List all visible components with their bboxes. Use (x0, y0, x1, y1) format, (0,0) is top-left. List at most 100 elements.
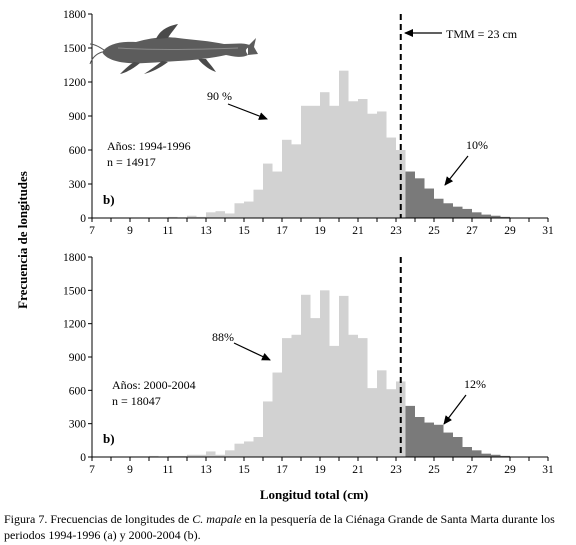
panel-b-x-tick-label: 19 (314, 464, 326, 476)
panel-a-above-percent: 10% (466, 138, 488, 152)
panel-a-bar (424, 188, 434, 218)
panel-b-n-label: n = 18047 (112, 394, 161, 408)
panel-b-bar (481, 453, 491, 457)
panel-a-bar (168, 216, 178, 218)
panel-b-x-ticks: 7 9 11 13 15 17 19 21 23 25 27 29 31 (89, 457, 554, 476)
panel-a-bar (253, 189, 263, 218)
panel-b-bar (234, 443, 244, 457)
panel-a-bar (339, 70, 349, 219)
panel-b-bar (177, 455, 187, 457)
panel-a-y-tick-label: 600 (69, 145, 87, 157)
panel-b-bar (272, 372, 282, 457)
panel-a-bar (358, 99, 368, 218)
panel-a-y-tick-label: 0 (80, 213, 86, 225)
panel-b-bar (320, 290, 330, 457)
panel-b-bar (282, 338, 292, 457)
panel-a-bar (405, 171, 415, 218)
panel-b-bar (253, 437, 263, 457)
panel-b-bar (348, 334, 358, 457)
panel-b-bar (377, 370, 387, 457)
panel-a-x-tick-label: 23 (390, 225, 402, 237)
panel-a-histogram: 0 300 600 900 1200 1500 1800 7 9 11 13 15 17 19 21 23 2… (63, 9, 554, 237)
panel-b-bar (462, 447, 472, 457)
panel-b-y-tick-label: 1800 (63, 252, 86, 264)
panel-a-y-tick-label: 1200 (63, 77, 86, 89)
panel-a-bars (168, 70, 510, 219)
panel-a-bar (491, 215, 501, 218)
panel-a-bar (377, 111, 387, 218)
panel-b-bar (472, 450, 482, 457)
panel-a-x-tick-label: 29 (504, 225, 516, 237)
panel-a-bar (320, 92, 330, 218)
panel-b-bar (187, 454, 197, 457)
panel-a-y-tick-label: 300 (69, 179, 87, 191)
panel-b-x-tick-label: 9 (127, 464, 133, 476)
panel-a-x-tick-label: 21 (352, 225, 364, 237)
panel-b-bar (405, 405, 415, 457)
panel-b-bar (301, 294, 311, 457)
panel-a-bar (310, 105, 320, 218)
panel-a-bar (282, 139, 292, 218)
panel-a-x-tick-label: 7 (89, 225, 95, 237)
panel-b-years-label: Años: 2000-2004 (112, 378, 196, 392)
panel-a-bar (244, 201, 254, 218)
panel-a-bar (462, 208, 472, 218)
panel-b-y-ticks: 0 300 600 900 1200 1500 1800 (63, 252, 92, 464)
panel-b-bar (491, 454, 501, 457)
panel-a-x-tick-label: 13 (200, 225, 212, 237)
panel-a-y-tick-label: 1800 (63, 9, 86, 21)
panel-a-bar (187, 215, 197, 218)
panel-a-bar (234, 203, 244, 218)
panel-b-bar (215, 454, 225, 457)
x-axis-title: Longitud total (cm) (260, 487, 368, 502)
figure-canvas: 0 300 600 900 1200 1500 1800 7 9 11 13 15 17 19 21 23 2… (15, 9, 554, 502)
panel-b-bar (291, 334, 301, 457)
panel-b-bar (263, 401, 273, 457)
panel-b-bar (310, 318, 320, 457)
panel-b-x-tick-label: 15 (238, 464, 250, 476)
panel-b-bar (196, 454, 206, 457)
panel-b-histogram: 0 300 600 900 1200 1500 1800 7 9 11 13 15 17 19 21 23 2… (63, 252, 554, 476)
panel-a-n-label: n = 14917 (107, 155, 156, 169)
panel-b-x-tick-label: 29 (504, 464, 516, 476)
panel-a-x-tick-label: 31 (542, 225, 554, 237)
panel-a-y-tick-label: 900 (69, 111, 87, 123)
cutoff-label: TMM = 23 cm (446, 27, 518, 41)
panel-a-x-tick-label: 11 (162, 225, 173, 237)
panel-b-x-tick-label: 13 (200, 464, 212, 476)
panel-b-label: b) (103, 431, 115, 446)
panel-b-bar (358, 338, 368, 457)
panel-a-bar (434, 198, 444, 218)
caption-suffix: en la pesquería de la Ciénaga Grande de … (4, 512, 555, 542)
panel-b-x-tick-label: 23 (390, 464, 402, 476)
panel-a-x-ticks: 7 9 11 13 15 17 19 21 23 25 27 29 31 (89, 218, 554, 237)
panel-b-bar (206, 451, 216, 457)
panel-a-x-tick-label: 25 (428, 225, 440, 237)
panel-b-x-tick-label: 27 (466, 464, 478, 476)
panel-a-bar (500, 216, 510, 218)
panel-a-x-tick-label: 17 (276, 225, 288, 237)
panel-a-below-arrow (227, 103, 268, 120)
figure-caption: Figura 7. Frecuencias de longitudes de C… (4, 511, 574, 543)
fish-photo-icon (89, 24, 258, 74)
panel-a-bar (196, 216, 206, 218)
panel-b-bar (443, 432, 453, 457)
panel-a-bar (367, 113, 377, 218)
panel-b-x-tick-label: 25 (428, 464, 440, 476)
panel-a-above-arrow (444, 155, 469, 186)
panel-b-bar (168, 455, 178, 457)
panel-b-bar (386, 389, 396, 457)
panel-a-bar (263, 163, 273, 218)
panel-b-bar (367, 388, 377, 457)
panel-b-above-arrow (443, 394, 467, 425)
panel-b-above-percent: 12% (464, 377, 486, 391)
panel-a-bar (453, 206, 463, 218)
panel-b-y-tick-label: 300 (69, 419, 87, 431)
caption-prefix: Figura 7. Frecuencias de longitudes de (4, 512, 193, 526)
panel-b-bar (500, 455, 510, 457)
panel-a-bar (415, 178, 425, 218)
panel-a-x-tick-label: 27 (466, 225, 478, 237)
panel-a-bar (472, 212, 482, 218)
panel-a-bar (225, 213, 235, 218)
panel-a-bar (348, 101, 358, 218)
